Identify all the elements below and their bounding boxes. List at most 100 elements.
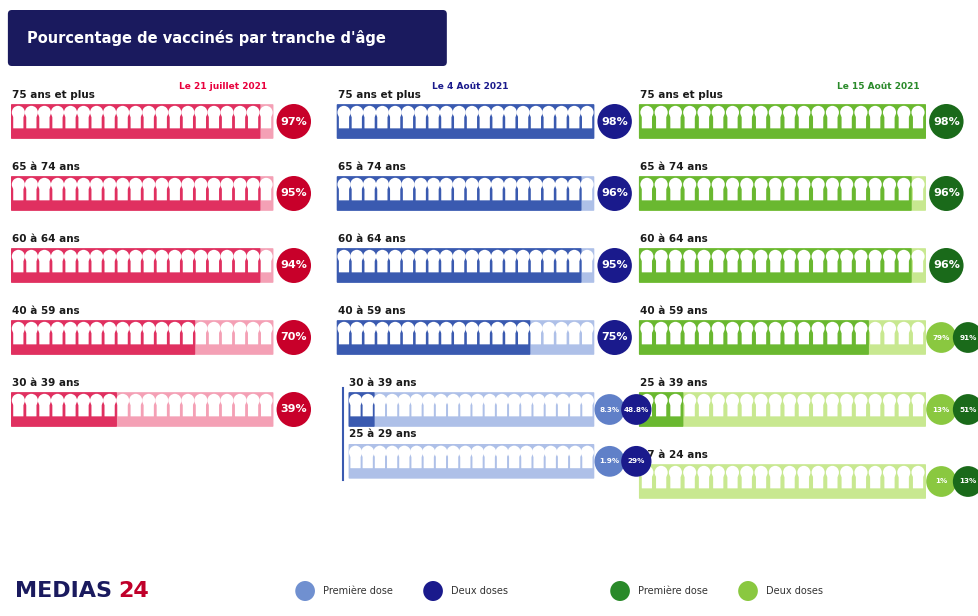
- Circle shape: [555, 178, 567, 191]
- Circle shape: [911, 178, 923, 191]
- Circle shape: [739, 322, 752, 335]
- Circle shape: [363, 178, 376, 191]
- Circle shape: [726, 322, 738, 335]
- Circle shape: [544, 445, 556, 459]
- FancyBboxPatch shape: [235, 259, 244, 272]
- Circle shape: [446, 394, 460, 407]
- FancyBboxPatch shape: [336, 248, 594, 283]
- Circle shape: [504, 250, 516, 263]
- FancyBboxPatch shape: [826, 188, 836, 200]
- Circle shape: [259, 178, 273, 191]
- Circle shape: [495, 445, 508, 459]
- Circle shape: [867, 394, 881, 407]
- Circle shape: [90, 106, 103, 119]
- Circle shape: [495, 394, 508, 407]
- FancyBboxPatch shape: [247, 259, 258, 272]
- Circle shape: [867, 106, 881, 119]
- FancyBboxPatch shape: [741, 259, 751, 272]
- Circle shape: [477, 322, 491, 335]
- Circle shape: [207, 178, 220, 191]
- FancyBboxPatch shape: [556, 116, 566, 128]
- Circle shape: [277, 248, 311, 283]
- Text: 96%: 96%: [600, 188, 628, 198]
- Circle shape: [896, 466, 910, 479]
- FancyBboxPatch shape: [741, 403, 751, 416]
- Text: 30 à 39 ans: 30 à 39 ans: [349, 378, 417, 387]
- FancyBboxPatch shape: [235, 188, 244, 200]
- FancyBboxPatch shape: [755, 331, 766, 344]
- FancyBboxPatch shape: [783, 259, 794, 272]
- FancyBboxPatch shape: [912, 116, 922, 128]
- FancyBboxPatch shape: [698, 116, 708, 128]
- FancyBboxPatch shape: [798, 188, 808, 200]
- Circle shape: [768, 178, 781, 191]
- Circle shape: [580, 322, 593, 335]
- FancyBboxPatch shape: [639, 104, 925, 139]
- Circle shape: [867, 250, 881, 263]
- Circle shape: [414, 322, 426, 335]
- Circle shape: [504, 178, 516, 191]
- FancyBboxPatch shape: [235, 116, 244, 128]
- FancyBboxPatch shape: [247, 331, 258, 344]
- FancyBboxPatch shape: [883, 188, 894, 200]
- Circle shape: [597, 176, 631, 211]
- Text: 75 ans et plus: 75 ans et plus: [337, 89, 420, 100]
- Circle shape: [465, 178, 478, 191]
- FancyBboxPatch shape: [492, 259, 502, 272]
- Circle shape: [483, 445, 496, 459]
- FancyBboxPatch shape: [582, 455, 592, 468]
- FancyBboxPatch shape: [39, 331, 50, 344]
- FancyBboxPatch shape: [351, 259, 362, 272]
- Circle shape: [854, 250, 867, 263]
- Circle shape: [529, 106, 542, 119]
- FancyBboxPatch shape: [505, 188, 514, 200]
- Text: 40 à 59 ans: 40 à 59 ans: [337, 306, 405, 315]
- Circle shape: [556, 394, 569, 407]
- Circle shape: [508, 445, 520, 459]
- FancyBboxPatch shape: [39, 188, 50, 200]
- FancyBboxPatch shape: [741, 476, 751, 488]
- FancyBboxPatch shape: [196, 331, 205, 344]
- FancyBboxPatch shape: [66, 259, 75, 272]
- Circle shape: [580, 250, 593, 263]
- FancyBboxPatch shape: [348, 444, 594, 479]
- FancyBboxPatch shape: [169, 331, 180, 344]
- Circle shape: [116, 394, 129, 407]
- FancyBboxPatch shape: [183, 259, 193, 272]
- Circle shape: [195, 250, 207, 263]
- Circle shape: [911, 394, 923, 407]
- Circle shape: [768, 106, 781, 119]
- Circle shape: [504, 322, 516, 335]
- FancyBboxPatch shape: [479, 188, 489, 200]
- Circle shape: [516, 322, 529, 335]
- Circle shape: [337, 106, 350, 119]
- FancyBboxPatch shape: [348, 392, 375, 427]
- Text: 96%: 96%: [932, 188, 958, 198]
- FancyBboxPatch shape: [727, 476, 736, 488]
- FancyBboxPatch shape: [520, 455, 531, 468]
- Text: 95%: 95%: [280, 188, 307, 198]
- FancyBboxPatch shape: [841, 116, 851, 128]
- Circle shape: [51, 106, 64, 119]
- Circle shape: [654, 178, 667, 191]
- FancyBboxPatch shape: [898, 403, 908, 416]
- FancyBboxPatch shape: [428, 259, 438, 272]
- Circle shape: [397, 394, 411, 407]
- FancyBboxPatch shape: [812, 476, 822, 488]
- FancyBboxPatch shape: [11, 176, 273, 211]
- FancyBboxPatch shape: [460, 403, 470, 416]
- Circle shape: [620, 394, 650, 425]
- Circle shape: [168, 250, 181, 263]
- Circle shape: [90, 394, 103, 407]
- FancyBboxPatch shape: [411, 455, 422, 468]
- FancyBboxPatch shape: [416, 331, 425, 344]
- FancyBboxPatch shape: [467, 116, 476, 128]
- FancyBboxPatch shape: [169, 403, 180, 416]
- FancyBboxPatch shape: [698, 403, 708, 416]
- FancyBboxPatch shape: [39, 403, 50, 416]
- FancyBboxPatch shape: [770, 188, 779, 200]
- Circle shape: [952, 394, 978, 425]
- FancyBboxPatch shape: [91, 403, 102, 416]
- FancyBboxPatch shape: [543, 331, 554, 344]
- FancyBboxPatch shape: [684, 476, 694, 488]
